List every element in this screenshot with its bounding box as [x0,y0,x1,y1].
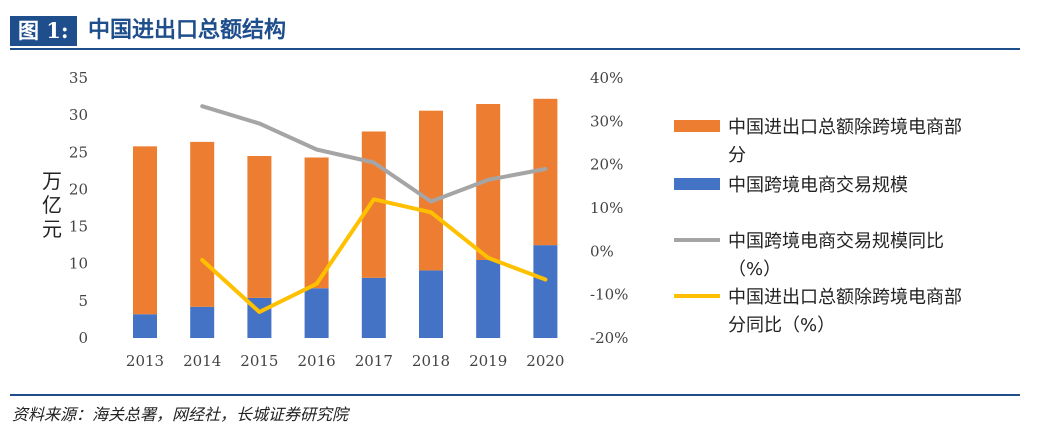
x-tick-label: 2016 [298,352,336,370]
left-tick-label: 10 [69,255,88,273]
bar-segment [476,260,501,338]
left-tick-label: 30 [69,106,88,124]
x-tick-label: 2018 [412,352,450,370]
legend-swatch [674,178,720,190]
legend-label: 中国跨境电商交易规模同比 [728,231,944,252]
bar-segment [133,314,157,338]
series-line [200,197,548,314]
x-tick-label: 2019 [469,352,507,370]
figure-label: 图 1: [10,16,77,46]
x-tick-label: 2015 [240,352,278,370]
chart: 0 5 10 15 20 25 30 35 -20% -10% 0% 10% 20% 30% 40% 20… [42,69,962,370]
y-axis-label: 万亿元 [42,169,62,241]
bar-segment [361,277,386,338]
x-tick-label: 2013 [126,352,164,370]
left-tick-label: 5 [78,292,88,310]
bar-segment [533,245,558,338]
right-tick-label: 30% [590,112,623,130]
bar-segment [419,270,443,338]
legend-swatch [674,120,720,132]
legend-label: 分 [728,145,746,166]
figure-title: 中国进出口总额结构 [88,18,287,43]
y-axis-label-char: 亿 [42,193,62,217]
y-axis-label-char: 万 [42,169,62,193]
bar-segment [247,156,272,298]
bottom-divider [10,394,1020,396]
left-tick-label: 35 [69,69,88,87]
x-tick-label: 2017 [355,352,393,370]
legend-label: 中国进出口总额除跨境电商部 [728,117,962,138]
bar-segment [361,131,386,278]
x-axis-ticks: 2013 2014 2015 2016 2017 2018 2019 2020 [126,352,565,370]
top-divider [10,48,1020,50]
figure-header: 图 1: 中国进出口总额结构 [0,14,1037,52]
right-tick-label: 10% [590,199,623,217]
right-tick-label: -10% [590,286,628,304]
bar-segment [304,288,329,338]
left-tick-label: 20 [69,180,88,198]
legend-label: 分同比（%） [728,315,835,336]
right-tick-label: 40% [590,69,623,87]
bar-segment [304,157,329,289]
bar-segment [190,306,215,338]
bar-segment [133,146,157,315]
bars [133,98,558,338]
left-tick-label: 25 [69,143,88,161]
lines [200,104,548,314]
series-line [200,104,548,204]
right-tick-label: -20% [590,329,628,347]
bar-segment [190,141,215,307]
right-tick-label: 0% [590,242,614,260]
bar-segment [419,110,443,271]
right-tick-label: 20% [590,156,623,174]
left-tick-label: 0 [78,329,88,347]
y-axis-label-char: 元 [42,217,62,241]
right-axis-ticks: -20% -10% 0% 10% 20% 30% 40% [590,69,628,347]
legend-label: 中国进出口总额除跨境电商部 [728,287,962,308]
left-axis-ticks: 0 5 10 15 20 25 30 35 [69,69,88,347]
x-tick-label: 2020 [526,352,564,370]
legend-label: 中国跨境电商交易规模 [728,175,908,196]
legend-label: （%） [728,259,781,280]
left-tick-label: 15 [69,218,88,236]
x-tick-label: 2014 [183,352,221,370]
source-note: 资料来源：海关总署，网经社，长城证券研究院 [12,405,349,424]
